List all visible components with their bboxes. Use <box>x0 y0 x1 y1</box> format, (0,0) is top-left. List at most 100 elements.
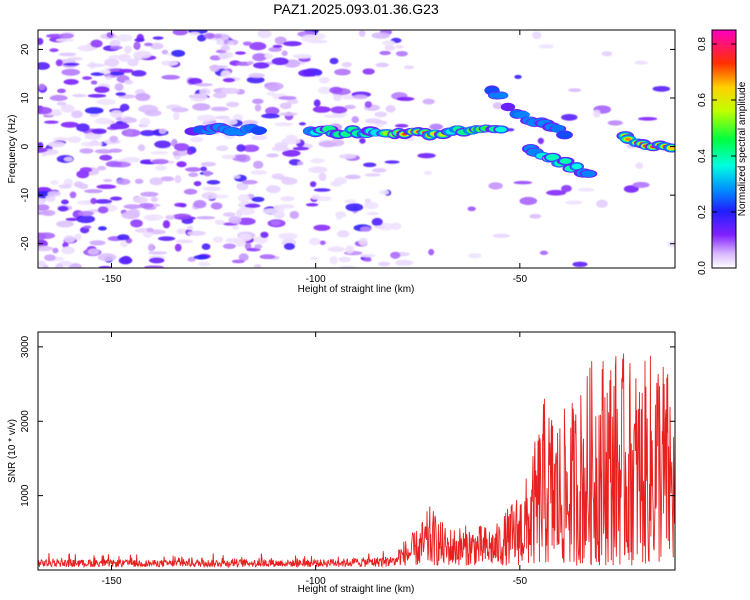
snr-x-tick-label: -50 <box>513 576 528 587</box>
noise-blob <box>69 191 77 199</box>
noise-blob <box>313 224 331 231</box>
noise-blob <box>87 93 107 98</box>
noise-blob <box>48 141 66 148</box>
noise-blob <box>140 129 156 137</box>
noise-blob <box>145 215 157 221</box>
noise-blob <box>323 114 342 119</box>
noise-blob <box>279 102 292 110</box>
noise-blob <box>532 31 542 40</box>
noise-blob <box>310 256 319 261</box>
noise-blob <box>312 106 331 113</box>
signal-blob <box>546 154 560 161</box>
noise-blob <box>363 201 379 210</box>
noise-blob <box>220 87 240 95</box>
noise-blob <box>344 104 356 110</box>
noise-blob <box>65 217 79 222</box>
signal-blob <box>625 137 631 141</box>
noise-blob <box>336 230 350 238</box>
noise-blob <box>220 70 231 78</box>
noise-blob <box>298 69 317 77</box>
noise-blob <box>395 45 404 49</box>
noise-blob <box>390 222 402 230</box>
spectrogram-y-tick-label: 10 <box>20 92 31 104</box>
noise-blob <box>519 196 538 206</box>
noise-blob <box>171 107 189 113</box>
noise-blob <box>345 245 355 254</box>
noise-blob <box>561 113 578 121</box>
noise-blob <box>242 144 260 153</box>
noise-blob <box>137 144 146 152</box>
noise-blob <box>55 59 63 67</box>
noise-blob <box>148 251 168 255</box>
noise-blob <box>58 184 72 189</box>
noise-blob <box>171 49 186 57</box>
noise-blob <box>94 117 113 125</box>
noise-blob <box>246 76 265 84</box>
noise-blob <box>89 240 106 246</box>
noise-blob <box>117 234 130 241</box>
noise-blob <box>568 88 582 93</box>
noise-blob <box>172 213 192 220</box>
noise-blob <box>106 32 114 39</box>
noise-blob <box>144 109 162 117</box>
noise-blob <box>144 265 164 268</box>
noise-blob <box>187 77 203 85</box>
noise-blob <box>51 109 62 117</box>
noise-blob <box>249 42 267 51</box>
noise-blob <box>60 121 79 128</box>
noise-blob <box>265 185 281 194</box>
noise-blob <box>124 45 132 54</box>
noise-blob <box>84 107 104 115</box>
noise-blob <box>63 156 73 162</box>
noise-blob <box>403 65 415 70</box>
noise-blob <box>237 194 250 203</box>
noise-blob <box>84 132 103 140</box>
noise-blob <box>192 103 211 111</box>
noise-blob <box>198 261 211 267</box>
noise-blob <box>187 225 194 231</box>
noise-blob <box>61 246 75 255</box>
noise-blob <box>330 106 348 114</box>
snr-y-tick-label: 2000 <box>20 410 31 433</box>
noise-blob <box>292 54 310 58</box>
noise-blob <box>565 200 583 205</box>
noise-blob <box>236 182 249 191</box>
noise-blob <box>71 110 83 119</box>
noise-blob <box>384 45 396 51</box>
noise-blob <box>299 122 306 126</box>
noise-blob <box>274 36 287 45</box>
noise-blob <box>264 54 274 59</box>
noise-blob <box>94 199 113 204</box>
noise-blob <box>242 119 259 126</box>
noise-blob <box>88 142 103 146</box>
noise-blob <box>286 98 299 105</box>
noise-blob <box>329 256 338 265</box>
spectrogram-y-tick-label: 0 <box>20 143 31 149</box>
noise-blob <box>196 114 217 122</box>
noise-blob <box>371 168 387 173</box>
noise-blob <box>41 209 56 217</box>
noise-blob <box>49 94 68 102</box>
noise-blob <box>278 176 290 181</box>
noise-blob <box>79 167 93 173</box>
noise-blob <box>123 204 142 210</box>
noise-blob <box>226 101 240 108</box>
noise-blob <box>161 49 169 55</box>
noise-blob <box>359 137 366 144</box>
noise-blob <box>38 232 47 241</box>
noise-blob <box>127 58 139 67</box>
noise-blob <box>87 248 100 255</box>
spectrogram-y-axis-label: Frequency (Hz) <box>7 115 18 184</box>
noise-blob <box>174 202 186 207</box>
noise-blob <box>242 179 258 185</box>
noise-blob <box>110 110 123 118</box>
noise-blob <box>176 228 188 235</box>
noise-blob <box>134 178 144 184</box>
noise-blob <box>363 162 377 168</box>
noise-blob <box>333 94 342 102</box>
noise-blob <box>160 60 179 67</box>
noise-blob <box>358 237 368 246</box>
noise-blob <box>265 106 280 116</box>
colorbar-label: Normalized spectral amplitude <box>737 81 748 216</box>
noise-blob <box>103 178 113 183</box>
